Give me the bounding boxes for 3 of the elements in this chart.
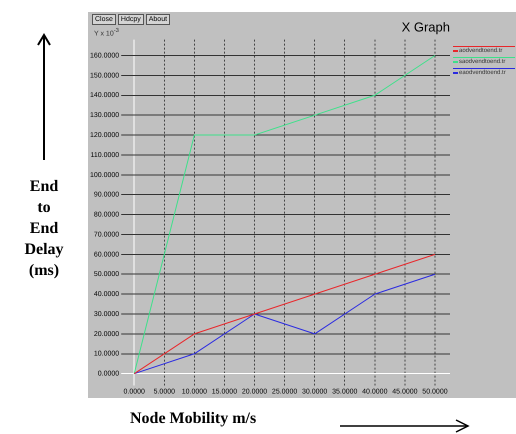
y-axis-title: End to End Delay (ms) (23, 177, 65, 281)
x-axis-title: Node Mobility m/s (130, 410, 256, 428)
chart-title: X Graph (402, 19, 450, 34)
